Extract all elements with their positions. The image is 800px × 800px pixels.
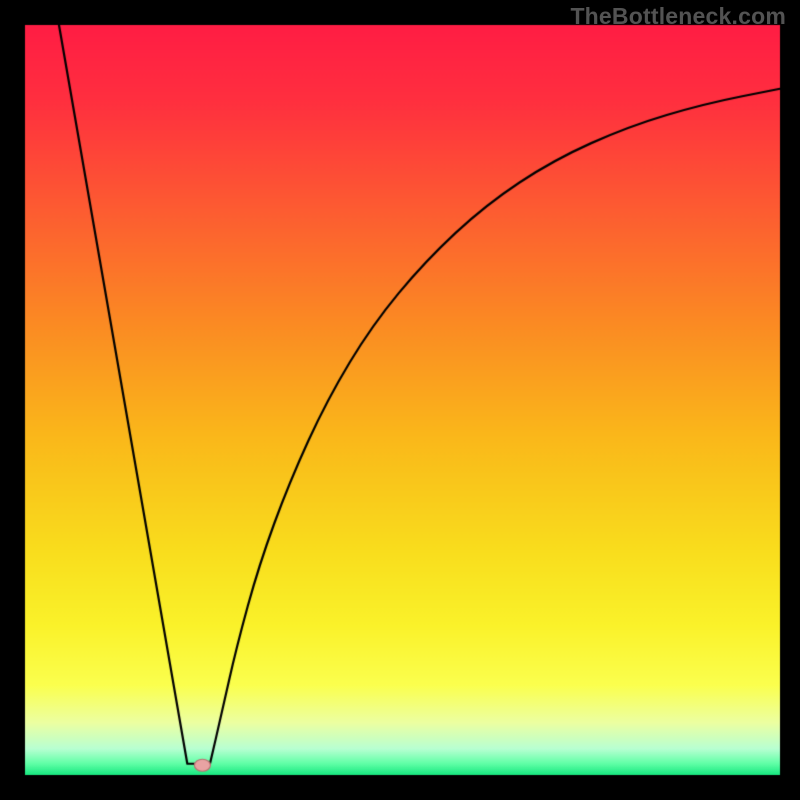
bottleneck-chart-canvas (0, 0, 800, 800)
chart-container: TheBottleneck.com (0, 0, 800, 800)
watermark-text: TheBottleneck.com (570, 3, 786, 30)
